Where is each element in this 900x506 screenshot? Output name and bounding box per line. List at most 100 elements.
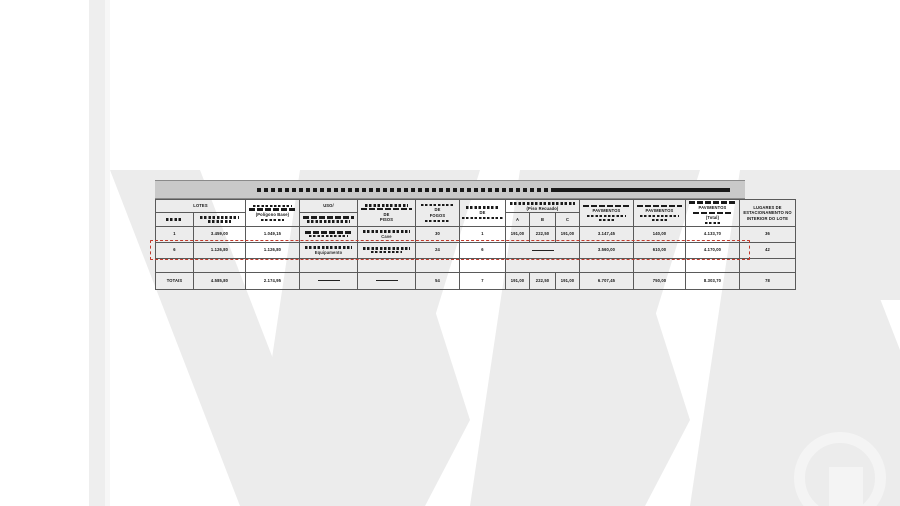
cell-uso <box>299 225 358 243</box>
redaction-dots <box>640 214 679 218</box>
redaction-dots <box>260 218 285 222</box>
cell-pisos: 30 <box>415 225 460 243</box>
empty-dash <box>531 249 554 251</box>
header-pavimentos-2: PAVIMENTOS <box>633 199 686 227</box>
redaction-dots <box>704 221 721 225</box>
cell-totals-bloco-b: 222,50 <box>529 271 556 290</box>
cell-area: 1.126,80 <box>193 241 246 259</box>
redaction-dots <box>651 218 668 222</box>
cell-area: 3.459,00 <box>193 225 246 243</box>
redaction-dots <box>360 207 413 211</box>
left-margin-band <box>89 0 105 506</box>
redaction-dots <box>424 219 451 223</box>
spacer-cell <box>505 257 580 273</box>
synoptic-table: LOTES (Polígono Base) USO/ DE PISOS D <box>155 198 796 290</box>
header-bloco-c: C <box>555 212 580 227</box>
spacer-cell <box>685 257 740 273</box>
redaction-dots <box>248 208 297 211</box>
redaction-solid-bar <box>552 188 730 192</box>
cell-lote: 6 <box>155 241 194 259</box>
cell-pisos: 24 <box>415 241 460 259</box>
cell-totals-pavimentos-1: 6.707,45 <box>579 271 634 290</box>
cell-lote: 1 <box>155 225 194 243</box>
empty-dash <box>375 280 398 282</box>
cell-pavimentos-2: 140,00 <box>633 225 686 243</box>
redaction-dots <box>636 204 683 208</box>
spacer-cell <box>193 257 246 273</box>
empty-dash <box>317 280 340 282</box>
cell-totals-uso-secondary <box>357 271 416 290</box>
redaction-dots <box>692 211 733 215</box>
cell-bloco-c: 191,00 <box>555 225 580 243</box>
cell-estacionamento: 42 <box>739 241 796 259</box>
watermark-logo-icon <box>794 432 886 506</box>
header-uso-sub <box>299 212 358 227</box>
redacted-title-bar <box>155 180 745 199</box>
redaction-dots <box>307 220 350 223</box>
redaction-dots <box>362 230 411 233</box>
header-piso-recuado: (Piso Recuado) <box>505 198 580 214</box>
header-poligono-base: (Polígono Base) <box>245 199 300 227</box>
spacer-cell <box>579 257 634 273</box>
redaction-dots <box>465 206 500 209</box>
cell-totals-bloco-c: 191,00 <box>555 271 580 290</box>
header-pavimentos-total: PAVIMENTOS (Total) <box>685 199 740 227</box>
spacer-cell <box>633 257 686 273</box>
spacer-cell <box>459 257 506 273</box>
redaction-dots <box>252 204 293 208</box>
cell-totals-label: TOTAIS <box>155 271 194 290</box>
table-row: 6 1.126,80 1.126,80 Equipamento 24 6 <box>155 241 796 259</box>
cell-totals-area: 4.585,80 <box>193 271 246 290</box>
redaction-dots <box>370 250 403 254</box>
header-bloco-b: B <box>529 212 556 227</box>
redaction-dots <box>421 203 454 207</box>
cell-pavimentos-1: 3.560,00 <box>579 241 634 259</box>
redaction-dots <box>304 231 353 234</box>
cell-bloco-a: 191,00 <box>505 225 530 243</box>
cell-fogos: 6 <box>459 241 506 259</box>
cell-poligono: 1.126,80 <box>245 241 300 259</box>
cell-totals-poligono: 2.174,95 <box>245 271 300 290</box>
redaction-dots <box>302 216 355 219</box>
left-margin-band-secondary <box>105 0 110 506</box>
cell-uso: Equipamento <box>299 241 358 259</box>
cell-totals-estacionamento: 78 <box>739 271 796 290</box>
spacer-cell <box>739 257 796 273</box>
spacer-cell <box>415 257 460 273</box>
redaction-dots <box>462 216 503 220</box>
redaction-dots <box>688 201 737 204</box>
cell-totals-bloco-a: 191,00 <box>505 271 530 290</box>
header-pavimentos-1: PAVIMENTOS <box>579 199 634 227</box>
cell-totals-pavimentos-total: 8.303,70 <box>685 271 740 290</box>
header-de-fogos: DE FOGOS <box>415 199 460 227</box>
header-estacionamento: LUGARES DE ESTACIONAMENTO NO INTERIOR DO… <box>739 199 796 227</box>
cell-totals-uso <box>299 271 358 290</box>
spacer-cell <box>155 257 194 273</box>
sinoptic-table-block: LOTES (Polígono Base) USO/ DE PISOS D <box>155 180 796 290</box>
redaction-dots <box>308 234 349 238</box>
cell-fogos: 1 <box>459 225 506 243</box>
table-totals-row: TOTAIS 4.585,80 2.174,95 54 7 191,00 222… <box>155 271 796 290</box>
cell-pavimentos-2: 610,00 <box>633 241 686 259</box>
cell-poligono: 1.049,15 <box>245 225 300 243</box>
redaction-dots <box>200 216 239 219</box>
spacer-cell <box>245 257 300 273</box>
redaction-dots <box>365 204 408 207</box>
header-lote-area <box>193 212 246 227</box>
cell-pavimentos-total: 4.170,00 <box>685 241 740 259</box>
redaction-dots <box>362 247 411 250</box>
cell-estacionamento: 36 <box>739 225 796 243</box>
redaction-dots <box>208 220 231 223</box>
spacer-cell <box>299 257 358 273</box>
header-de: DE <box>459 199 506 227</box>
spacer-cell <box>357 257 416 273</box>
cell-totals-fogos: 7 <box>459 271 506 290</box>
header-lote-number <box>155 212 194 227</box>
cell-totals-pavimentos-2: 750,00 <box>633 271 686 290</box>
redaction-dots <box>304 246 353 249</box>
redaction-dots <box>598 218 615 222</box>
table-spacer-row <box>155 257 796 273</box>
header-group-lotes: LOTES <box>155 198 246 214</box>
cell-pavimentos-total: 4.133,70 <box>685 225 740 243</box>
table-row: 1 3.459,00 1.049,15 Cave 30 1 <box>155 225 796 243</box>
